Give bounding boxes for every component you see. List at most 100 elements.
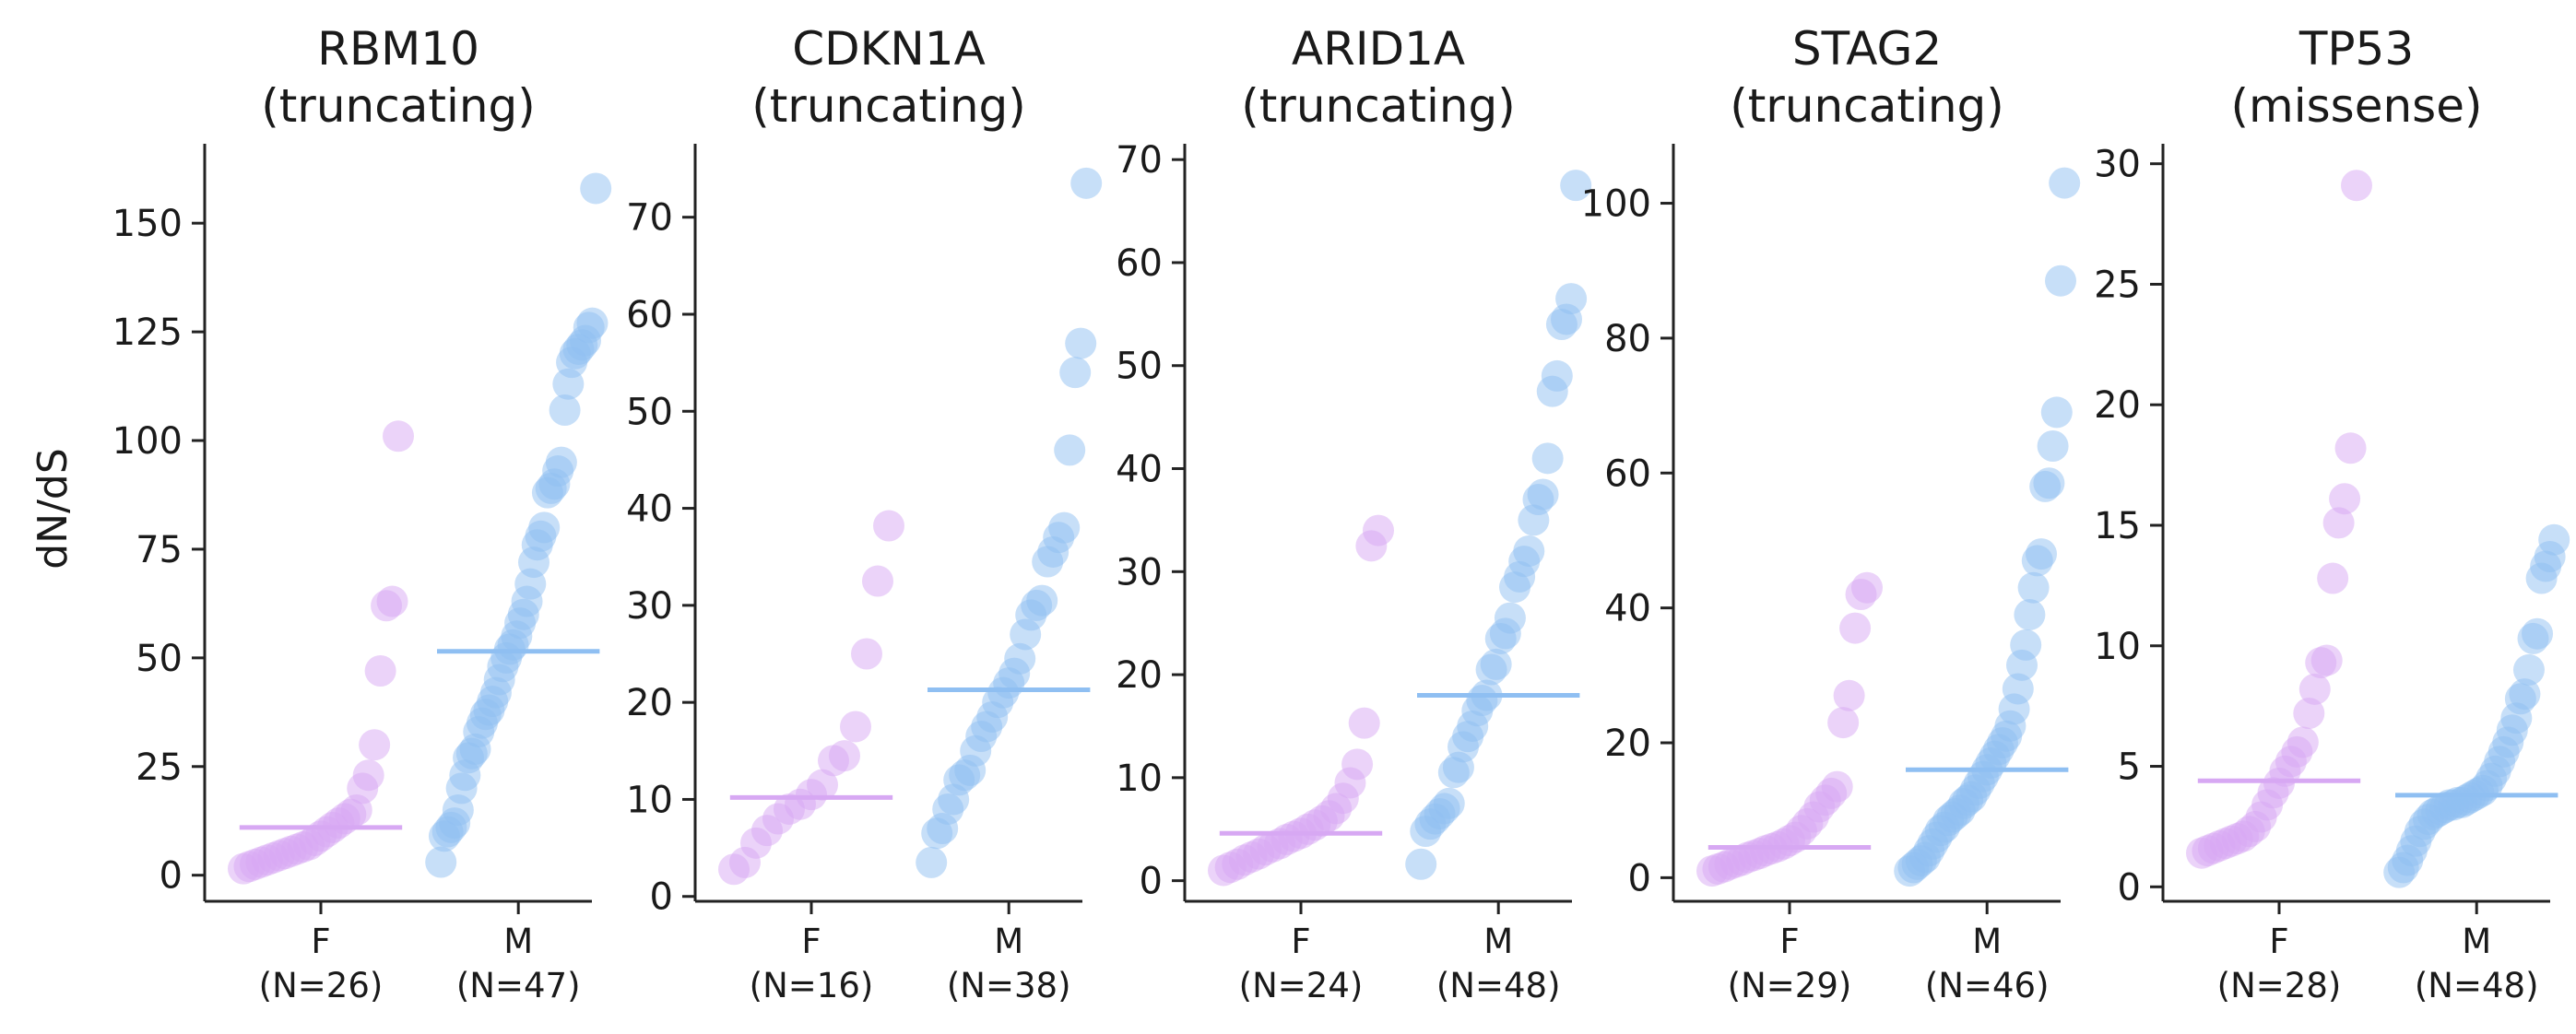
panel-title-line: RBM10 [317, 22, 479, 76]
y-tick-label: 5 [2118, 746, 2141, 789]
point-M [1054, 434, 1086, 466]
point-M [1531, 442, 1564, 475]
point-F [2293, 698, 2325, 729]
y-tick-label: 15 [2094, 505, 2141, 547]
y-tick-label: 70 [626, 197, 673, 240]
point-M [2033, 467, 2065, 499]
point-M [1541, 359, 1573, 392]
point-M [545, 446, 577, 478]
y-tick-label: 20 [626, 682, 673, 724]
y-tick-label: 70 [1116, 139, 1163, 182]
point-M [2026, 538, 2057, 570]
point-F [2298, 673, 2331, 705]
point-M [580, 172, 612, 205]
y-tick-label: 50 [136, 638, 183, 680]
point-F [1821, 770, 1853, 803]
y-tick-label: 20 [1604, 723, 1651, 765]
point-M [1433, 787, 1465, 819]
y-tick-label: 40 [1604, 588, 1651, 630]
y-tick-label: 50 [1116, 346, 1163, 388]
point-M [2040, 396, 2073, 429]
point-F [1839, 612, 1872, 644]
point-F [364, 655, 396, 687]
point-M [2037, 430, 2069, 463]
panel-title-line: (truncating) [751, 79, 1026, 133]
point-F [807, 769, 838, 801]
panel-title-line: (truncating) [1241, 79, 1516, 133]
point-F [2310, 644, 2343, 676]
point-M [1065, 327, 1097, 359]
point-M [2512, 653, 2545, 686]
point-F [376, 585, 408, 617]
y-tick-label: 60 [1116, 242, 1163, 285]
y-tick-label: 40 [626, 488, 673, 531]
point-M [1480, 648, 1512, 680]
point-F [851, 638, 882, 670]
point-M [1527, 478, 1559, 511]
x-tick-label: (N=47) [456, 966, 581, 1005]
point-M [576, 307, 609, 339]
y-tick-label: 40 [1116, 449, 1163, 491]
point-F [2286, 726, 2319, 758]
x-tick-label: M [503, 922, 533, 961]
point-M [2010, 629, 2042, 661]
y-tick-label: 50 [626, 391, 673, 433]
y-tick-label: 25 [136, 746, 183, 789]
point-F [1363, 514, 1394, 546]
x-tick-label: (N=48) [2415, 966, 2539, 1005]
panel-title-line: STAG2 [1792, 22, 1942, 76]
point-M [2538, 523, 2570, 556]
point-F [1827, 707, 1860, 739]
point-M [1048, 511, 1081, 544]
y-tick-label: 10 [2094, 626, 2141, 668]
x-tick-label: F [2269, 922, 2288, 961]
point-M [1494, 602, 1526, 634]
panel-title-line: (truncating) [1730, 79, 2004, 133]
y-tick-label: 150 [112, 203, 183, 245]
y-tick-label: 100 [1581, 183, 1651, 226]
y-tick-label: 75 [136, 529, 183, 571]
y-tick-label: 25 [2094, 264, 2141, 306]
x-tick-label: F [1291, 922, 1310, 961]
point-M [425, 846, 457, 878]
x-tick-label: (N=24) [1239, 966, 1364, 1005]
x-tick-label: (N=48) [1436, 966, 1561, 1005]
y-tick-label: 100 [112, 420, 183, 463]
point-M [1026, 584, 1058, 617]
point-M [1513, 535, 1545, 567]
point-M [916, 846, 948, 878]
y-tick-label: 0 [1628, 857, 1651, 899]
y-tick-label: 0 [650, 876, 673, 919]
point-F [2329, 483, 2361, 515]
point-M [2045, 264, 2076, 297]
panel-title-line: ARID1A [1292, 22, 1465, 76]
point-F [2341, 170, 2372, 202]
x-tick-label: M [2462, 922, 2491, 961]
y-tick-label: 30 [1116, 551, 1163, 593]
point-F [2334, 432, 2367, 464]
x-tick-label: F [1779, 922, 1799, 961]
point-F [2317, 562, 2349, 594]
point-F [840, 711, 871, 743]
panel-title-line: (missense) [2231, 79, 2483, 133]
y-tick-label: 0 [160, 855, 183, 898]
y-tick-label: 20 [2094, 384, 2141, 427]
point-F [1833, 679, 1865, 711]
x-tick-label: M [1483, 922, 1513, 961]
y-tick-label: 60 [626, 294, 673, 336]
x-tick-label: (N=29) [1728, 966, 1852, 1005]
point-F [2322, 507, 2355, 539]
point-M [2049, 167, 2081, 199]
y-tick-label: 20 [1116, 654, 1163, 697]
x-tick-label: F [801, 922, 821, 961]
x-tick-label: (N=16) [750, 966, 874, 1005]
x-tick-label: (N=28) [2217, 966, 2342, 1005]
point-F [383, 420, 414, 452]
panel-title-line: CDKN1A [792, 22, 986, 76]
point-M [1059, 357, 1092, 389]
point-M [2522, 617, 2554, 650]
x-tick-label: F [311, 922, 330, 961]
y-tick-label: 30 [626, 585, 673, 628]
point-M [1560, 170, 1592, 202]
